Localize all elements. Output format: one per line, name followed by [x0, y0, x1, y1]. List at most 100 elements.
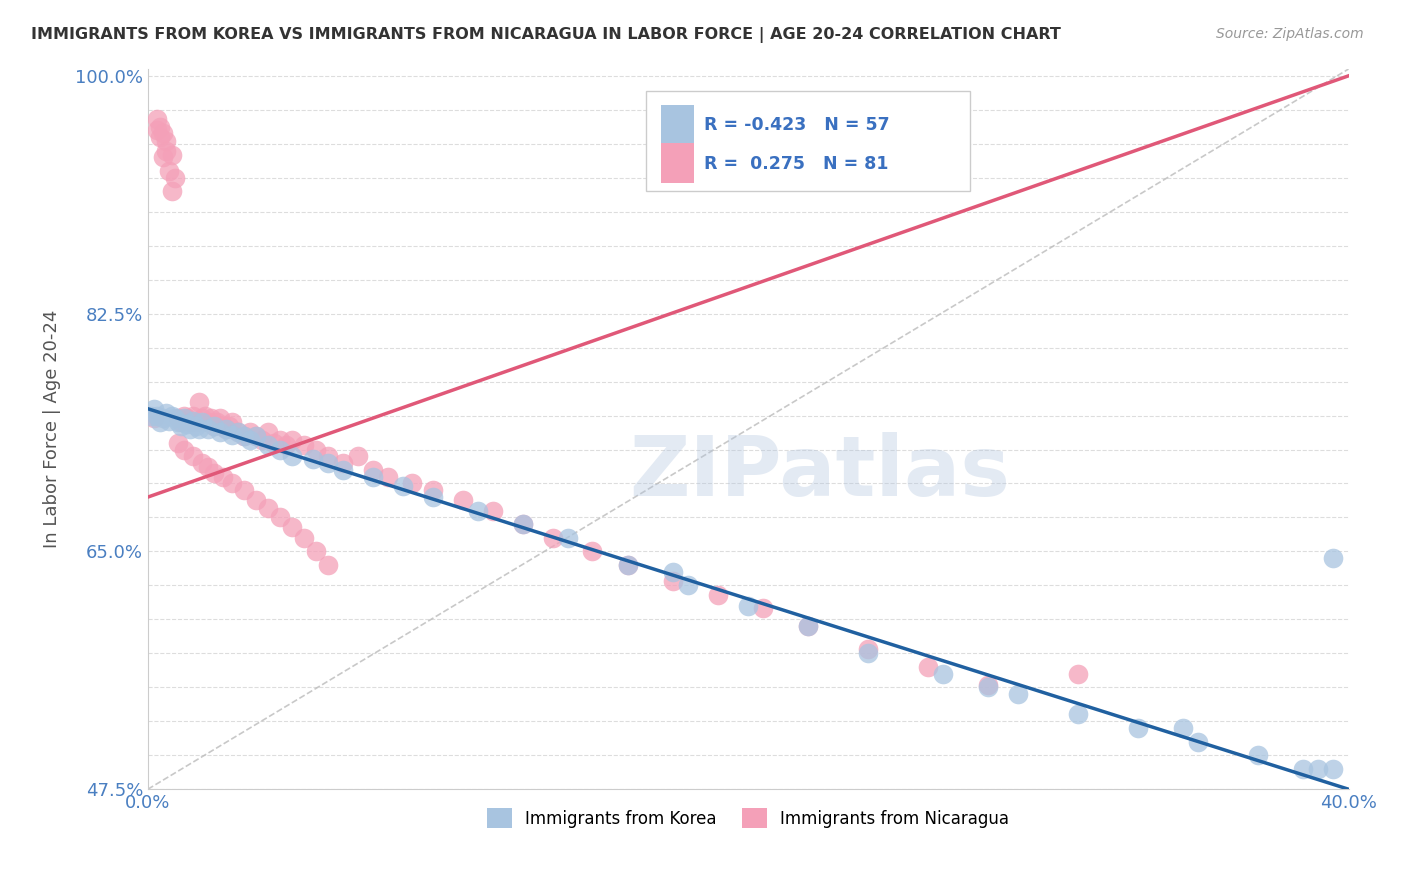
Point — [197, 415, 219, 429]
Point — [401, 476, 423, 491]
Point — [155, 134, 177, 148]
Point — [245, 492, 267, 507]
Point — [250, 433, 273, 447]
Point — [160, 185, 183, 199]
Point — [221, 427, 243, 442]
Point — [305, 442, 328, 457]
Point — [205, 415, 228, 429]
Point — [263, 435, 285, 450]
Point — [160, 147, 183, 161]
Point — [932, 666, 955, 681]
Point — [152, 126, 174, 140]
Point — [200, 411, 222, 425]
Point — [557, 531, 579, 545]
Point — [170, 415, 193, 429]
Point — [146, 409, 169, 423]
Text: R =  0.275   N = 81: R = 0.275 N = 81 — [704, 155, 889, 173]
Point — [155, 144, 177, 158]
Point — [281, 520, 304, 534]
Point — [221, 476, 243, 491]
Point — [167, 415, 190, 429]
Point — [181, 414, 204, 428]
Point — [292, 531, 315, 545]
Point — [208, 425, 231, 439]
Point — [737, 599, 759, 613]
Point — [215, 422, 238, 436]
Point — [187, 395, 209, 409]
Point — [191, 415, 214, 429]
Point — [173, 411, 195, 425]
Point — [152, 411, 174, 425]
Point — [257, 500, 280, 515]
Point — [662, 565, 685, 579]
Point — [316, 450, 339, 464]
Point — [1007, 687, 1029, 701]
Point — [232, 429, 254, 443]
Point — [512, 517, 534, 532]
Point — [157, 414, 180, 428]
Point — [208, 411, 231, 425]
Point — [215, 422, 238, 436]
Point — [202, 466, 225, 480]
Point — [316, 456, 339, 470]
Point — [245, 429, 267, 443]
Point — [218, 419, 240, 434]
Point — [858, 646, 880, 660]
Point — [149, 130, 172, 145]
Point — [187, 422, 209, 436]
Point — [176, 411, 198, 425]
Point — [302, 452, 325, 467]
Point — [257, 425, 280, 439]
Point — [917, 660, 939, 674]
Point — [1322, 762, 1344, 776]
Point — [212, 469, 235, 483]
Point — [160, 409, 183, 423]
Point — [1187, 734, 1209, 748]
Point — [184, 415, 207, 429]
Point — [797, 619, 820, 633]
Point — [197, 422, 219, 436]
Point — [269, 442, 291, 457]
Point — [202, 419, 225, 434]
Point — [239, 433, 262, 447]
Point — [173, 409, 195, 423]
Point — [467, 503, 489, 517]
Point — [332, 456, 354, 470]
Point — [149, 415, 172, 429]
Point — [676, 578, 699, 592]
Point — [392, 479, 415, 493]
Point — [274, 438, 297, 452]
Point — [581, 544, 603, 558]
Point — [707, 588, 730, 602]
Point — [157, 164, 180, 178]
Point — [662, 574, 685, 589]
Point — [163, 411, 186, 425]
Point — [1322, 551, 1344, 566]
Point — [269, 510, 291, 524]
Text: R = -0.423   N = 57: R = -0.423 N = 57 — [704, 116, 890, 134]
Point — [152, 150, 174, 164]
Y-axis label: In Labor Force | Age 20-24: In Labor Force | Age 20-24 — [44, 310, 60, 549]
Point — [191, 411, 214, 425]
Point — [617, 558, 640, 572]
FancyBboxPatch shape — [647, 91, 970, 192]
Point — [281, 450, 304, 464]
Text: Source: ZipAtlas.com: Source: ZipAtlas.com — [1216, 27, 1364, 41]
Point — [155, 406, 177, 420]
Point — [1173, 721, 1195, 735]
Point — [232, 483, 254, 498]
Point — [451, 492, 474, 507]
Point — [797, 619, 820, 633]
Point — [541, 531, 564, 545]
Point — [173, 442, 195, 457]
Bar — [661, 144, 695, 183]
Point — [245, 429, 267, 443]
Point — [167, 435, 190, 450]
Point — [292, 438, 315, 452]
Point — [232, 429, 254, 443]
Point — [752, 601, 775, 615]
Point — [163, 170, 186, 185]
Point — [1067, 707, 1090, 722]
Point — [332, 463, 354, 477]
Point — [139, 409, 162, 423]
